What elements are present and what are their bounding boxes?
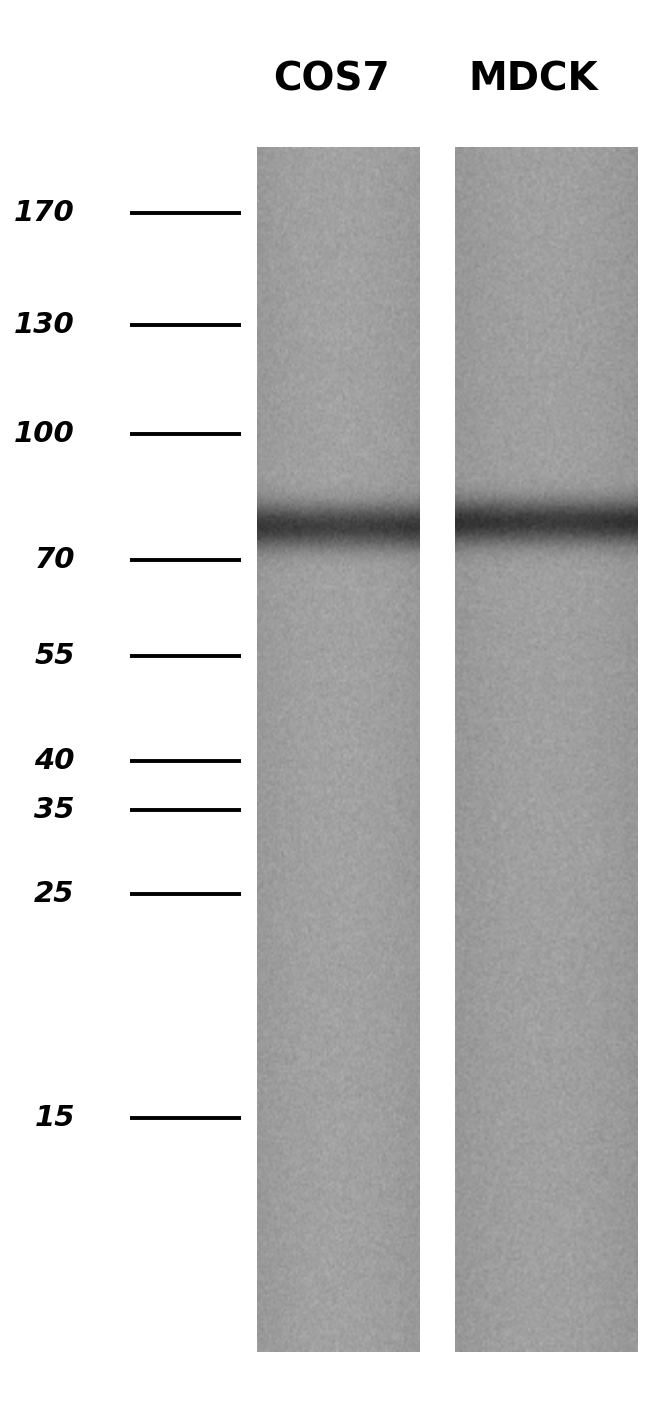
Text: 100: 100 — [14, 420, 75, 448]
Text: 170: 170 — [14, 199, 75, 227]
Text: MDCK: MDCK — [468, 60, 598, 99]
Text: 130: 130 — [14, 311, 75, 339]
Text: 25: 25 — [34, 880, 75, 908]
Text: 40: 40 — [34, 747, 75, 775]
Text: 70: 70 — [34, 546, 75, 574]
Text: COS7: COS7 — [273, 60, 390, 99]
Text: 15: 15 — [34, 1104, 75, 1132]
Text: 35: 35 — [34, 796, 75, 824]
Text: 55: 55 — [34, 642, 75, 670]
